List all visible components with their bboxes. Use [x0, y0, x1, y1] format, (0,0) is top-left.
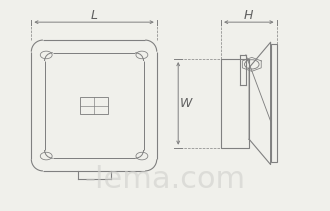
Bar [80, 97, 108, 114]
Bar [271, 44, 277, 162]
Text: L: L [90, 9, 98, 22]
Text: -lema.com: -lema.com [84, 165, 246, 194]
Bar [221, 59, 249, 148]
Text: H: H [244, 9, 253, 22]
Text: W: W [180, 97, 193, 110]
